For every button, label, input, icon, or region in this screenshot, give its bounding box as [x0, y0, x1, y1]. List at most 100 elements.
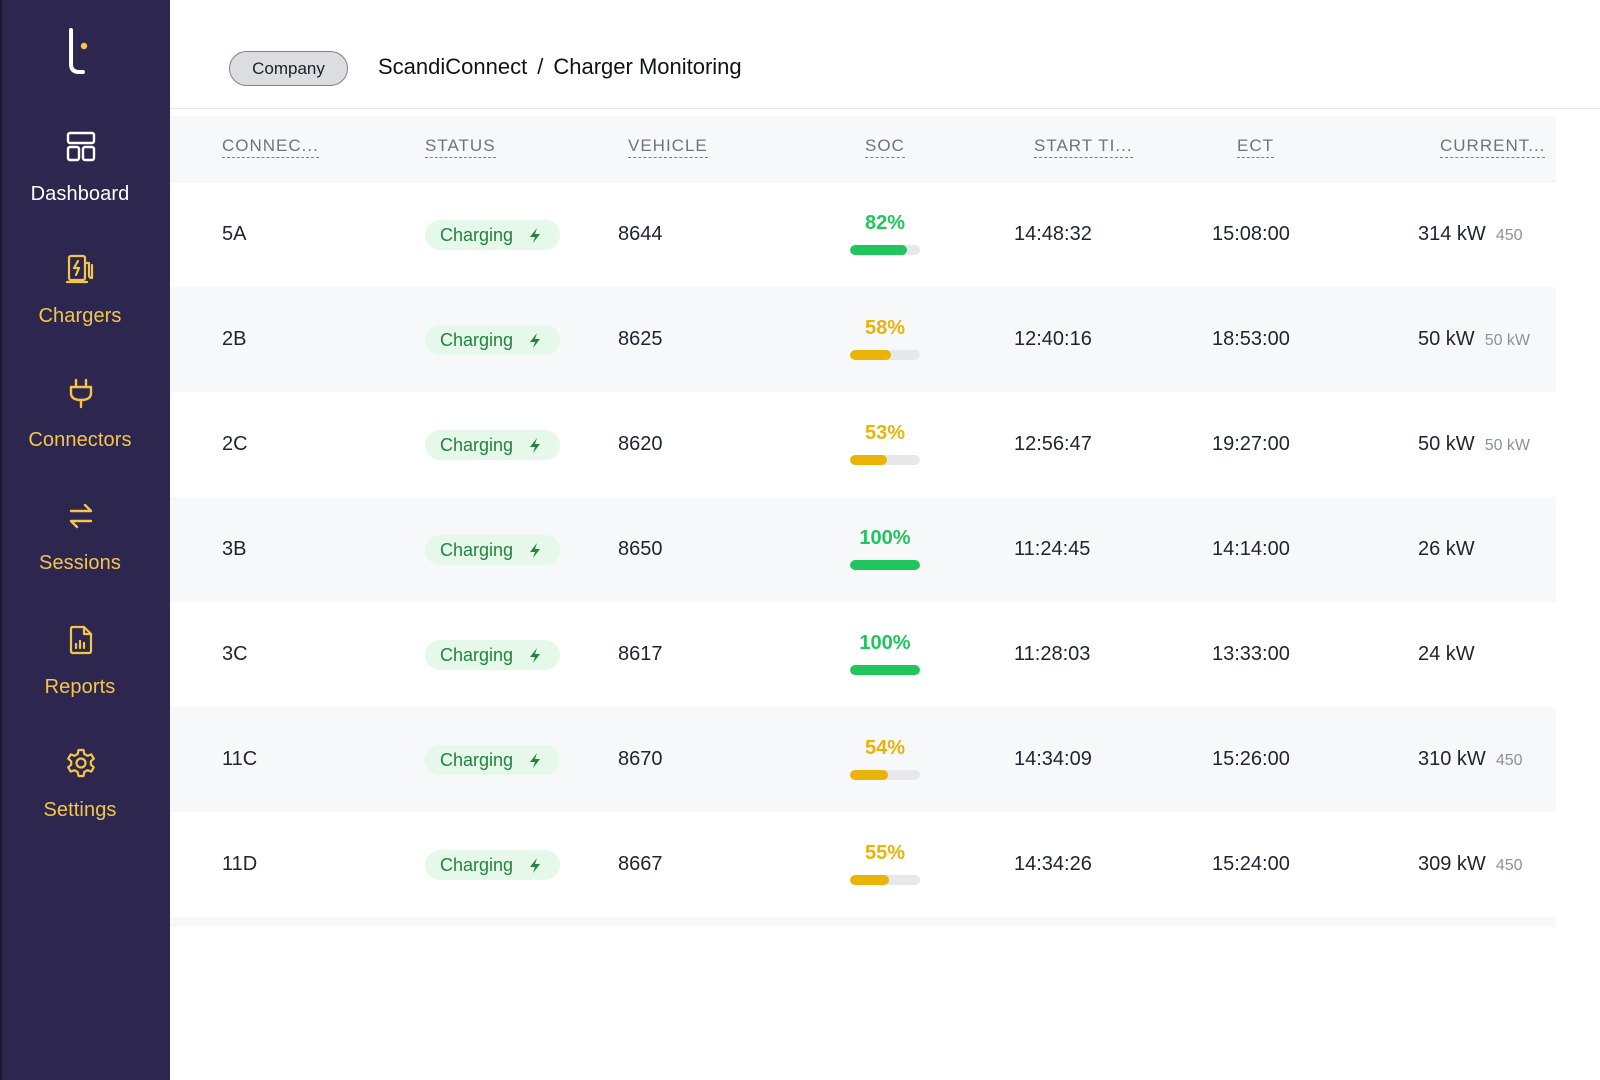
column-header-current-power[interactable]: CURRENT... — [1440, 136, 1546, 158]
table-row[interactable]: 11D Charging 8667 55% 14:34:26 15:24:00 … — [170, 812, 1556, 917]
ect-cell: 19:27:00 — [1212, 433, 1290, 455]
max-power: 50 kW — [1484, 332, 1531, 349]
sidebar: Dashboard Chargers Connectors — [0, 0, 170, 1080]
table-row[interactable]: 3C Charging 8617 100% 11:28:03 13:33:00 … — [170, 602, 1556, 707]
soc-progress-bar — [850, 350, 920, 360]
report-icon — [69, 625, 93, 655]
table-row[interactable]: 2B Charging 8625 58% 12:40:16 18:53:00 5… — [170, 287, 1556, 392]
vehicle-cell: 8617 — [618, 643, 663, 665]
soc-progress-bar — [850, 665, 920, 675]
connector-cell: 3B — [222, 538, 247, 560]
sidebar-item-label: Chargers — [38, 305, 122, 327]
sidebar-item-connectors[interactable]: Connectors — [2, 377, 172, 477]
status-badge: Charging — [425, 220, 560, 250]
soc-progress-fill — [850, 455, 888, 465]
start-time-cell: 12:40:16 — [1014, 328, 1092, 350]
connector-cell: 3C — [222, 643, 248, 665]
power-cell: 310 kW 450 — [1418, 707, 1556, 812]
status-badge: Charging — [425, 430, 560, 460]
sidebar-item-label: Dashboard — [30, 183, 130, 205]
soc-progress-bar — [850, 770, 920, 780]
status-label: Charging — [440, 855, 514, 875]
start-time-cell: 14:34:09 — [1014, 748, 1092, 770]
lightning-icon — [530, 648, 540, 663]
breadcrumb-separator: / — [537, 54, 544, 79]
status-label: Charging — [440, 435, 514, 455]
max-power: 50 kW — [1484, 437, 1531, 454]
sidebar-item-reports[interactable]: Reports — [2, 624, 172, 724]
current-power: 50 kW — [1418, 433, 1475, 455]
soc-progress-fill — [850, 770, 888, 780]
power-cell: 26 kW — [1418, 497, 1556, 602]
start-time-cell: 11:24:45 — [1014, 538, 1091, 560]
column-header-soc[interactable]: SOC — [865, 136, 905, 158]
lightning-icon — [530, 228, 540, 243]
status-label: Charging — [440, 540, 514, 560]
header: Company ScandiConnect / Charger Monitoring — [170, 0, 1600, 109]
column-header-connector[interactable]: CONNEC... — [222, 136, 319, 158]
breadcrumb-item-current: Charger Monitoring — [553, 54, 742, 79]
table-row[interactable]: 11C Charging 8670 54% 14:34:09 15:26:00 … — [170, 707, 1556, 812]
start-time-cell: 12:56:47 — [1014, 433, 1092, 455]
soc-percent: 100% — [859, 632, 911, 654]
ect-cell: 15:26:00 — [1212, 748, 1290, 770]
soc-progress-fill — [850, 665, 920, 675]
plug-icon — [69, 378, 93, 409]
table-row[interactable]: 3B Charging 8650 100% 11:24:45 14:14:00 … — [170, 497, 1556, 602]
soc-percent: 53% — [864, 422, 906, 444]
sidebar-item-chargers[interactable]: Chargers — [2, 253, 172, 353]
column-header-status[interactable]: STATUS — [425, 136, 496, 158]
power-cell: 24 kW — [1418, 602, 1556, 707]
lightning-icon — [530, 753, 540, 768]
table-row[interactable]: 5A Charging 8644 82% 14:48:32 15:08:00 3… — [170, 182, 1556, 287]
soc-percent: 58% — [864, 317, 906, 339]
company-button[interactable]: Company — [229, 51, 348, 86]
sidebar-item-label: Connectors — [28, 429, 132, 451]
soc-percent: 54% — [864, 737, 906, 759]
logo — [69, 28, 88, 74]
ect-cell: 13:33:00 — [1212, 643, 1290, 665]
sidebar-item-settings[interactable]: Settings — [2, 747, 172, 847]
column-header-start-time[interactable]: START TI... — [1034, 136, 1133, 158]
sidebar-item-sessions[interactable]: Sessions — [2, 500, 172, 600]
lightning-icon — [530, 543, 540, 558]
start-time-cell: 14:34:26 — [1014, 853, 1092, 875]
soc-percent: 55% — [864, 842, 906, 864]
max-power: 450 — [1495, 752, 1523, 769]
vehicle-cell: 8644 — [618, 223, 663, 245]
sidebar-item-dashboard[interactable]: Dashboard — [2, 131, 172, 231]
power-cell: 50 kW 50 kW — [1418, 287, 1556, 392]
connector-cell: 5A — [222, 223, 247, 245]
lightning-icon — [530, 438, 540, 453]
charger-table: CONNEC... STATUS VEHICLE SOC START TI...… — [170, 116, 1556, 927]
status-badge: Charging — [425, 325, 560, 355]
ect-cell: 15:24:00 — [1212, 853, 1290, 875]
status-label: Charging — [440, 750, 514, 770]
vehicle-cell: 8620 — [618, 433, 663, 455]
vehicle-cell: 8625 — [618, 328, 663, 350]
max-power: 450 — [1495, 227, 1523, 244]
sidebar-item-label: Sessions — [39, 552, 121, 574]
table-body: 5A Charging 8644 82% 14:48:32 15:08:00 3… — [170, 182, 1556, 917]
start-time-cell: 11:28:03 — [1014, 643, 1091, 665]
current-power: 309 kW — [1418, 853, 1486, 875]
connector-cell: 11D — [222, 853, 258, 875]
table-header: CONNEC... STATUS VEHICLE SOC START TI...… — [170, 116, 1556, 182]
soc-progress-bar — [850, 455, 920, 465]
power-cell: 309 kW 450 — [1418, 812, 1556, 917]
column-header-vehicle[interactable]: VEHICLE — [628, 136, 708, 158]
sidebar-item-label: Settings — [43, 799, 117, 821]
table-row[interactable]: 2C Charging 8620 53% 12:56:47 19:27:00 5… — [170, 392, 1556, 497]
column-header-ect[interactable]: ECT — [1237, 136, 1274, 158]
arrows-exchange-icon — [69, 503, 93, 529]
vehicle-cell: 8650 — [618, 538, 663, 560]
breadcrumb-item-company[interactable]: ScandiConnect — [378, 54, 528, 79]
status-badge: Charging — [425, 640, 560, 670]
soc-progress-fill — [850, 875, 889, 885]
lightning-icon — [530, 333, 540, 348]
soc-progress-fill — [850, 245, 908, 255]
table-footer-spacer — [170, 917, 1556, 927]
status-label: Charging — [440, 645, 514, 665]
soc-percent: 82% — [864, 212, 906, 234]
charger-icon — [65, 254, 94, 284]
